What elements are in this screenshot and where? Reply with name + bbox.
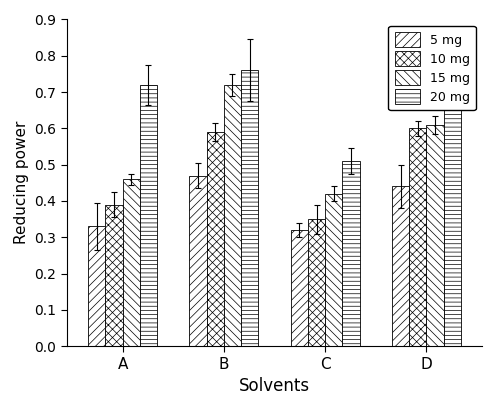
Bar <box>409 128 427 346</box>
Bar <box>291 230 308 346</box>
Bar <box>224 85 241 346</box>
Bar <box>88 226 105 346</box>
X-axis label: Solvents: Solvents <box>239 377 310 395</box>
Legend: 5 mg, 10 mg, 15 mg, 20 mg: 5 mg, 10 mg, 15 mg, 20 mg <box>388 26 476 110</box>
Bar <box>105 204 123 346</box>
Bar <box>342 161 360 346</box>
Bar <box>189 175 207 346</box>
Bar <box>427 125 443 346</box>
Bar <box>392 187 409 346</box>
Bar <box>443 74 461 346</box>
Bar <box>241 70 258 346</box>
Y-axis label: Reducing power: Reducing power <box>14 121 29 245</box>
Bar <box>325 193 342 346</box>
Bar <box>207 132 224 346</box>
Bar <box>140 85 157 346</box>
Bar <box>308 219 325 346</box>
Bar <box>123 179 140 346</box>
